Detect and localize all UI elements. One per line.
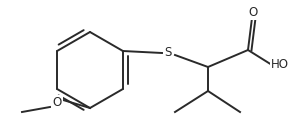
- Text: O: O: [52, 97, 62, 109]
- Text: O: O: [248, 5, 258, 18]
- Text: S: S: [164, 46, 172, 58]
- Text: HO: HO: [271, 58, 289, 72]
